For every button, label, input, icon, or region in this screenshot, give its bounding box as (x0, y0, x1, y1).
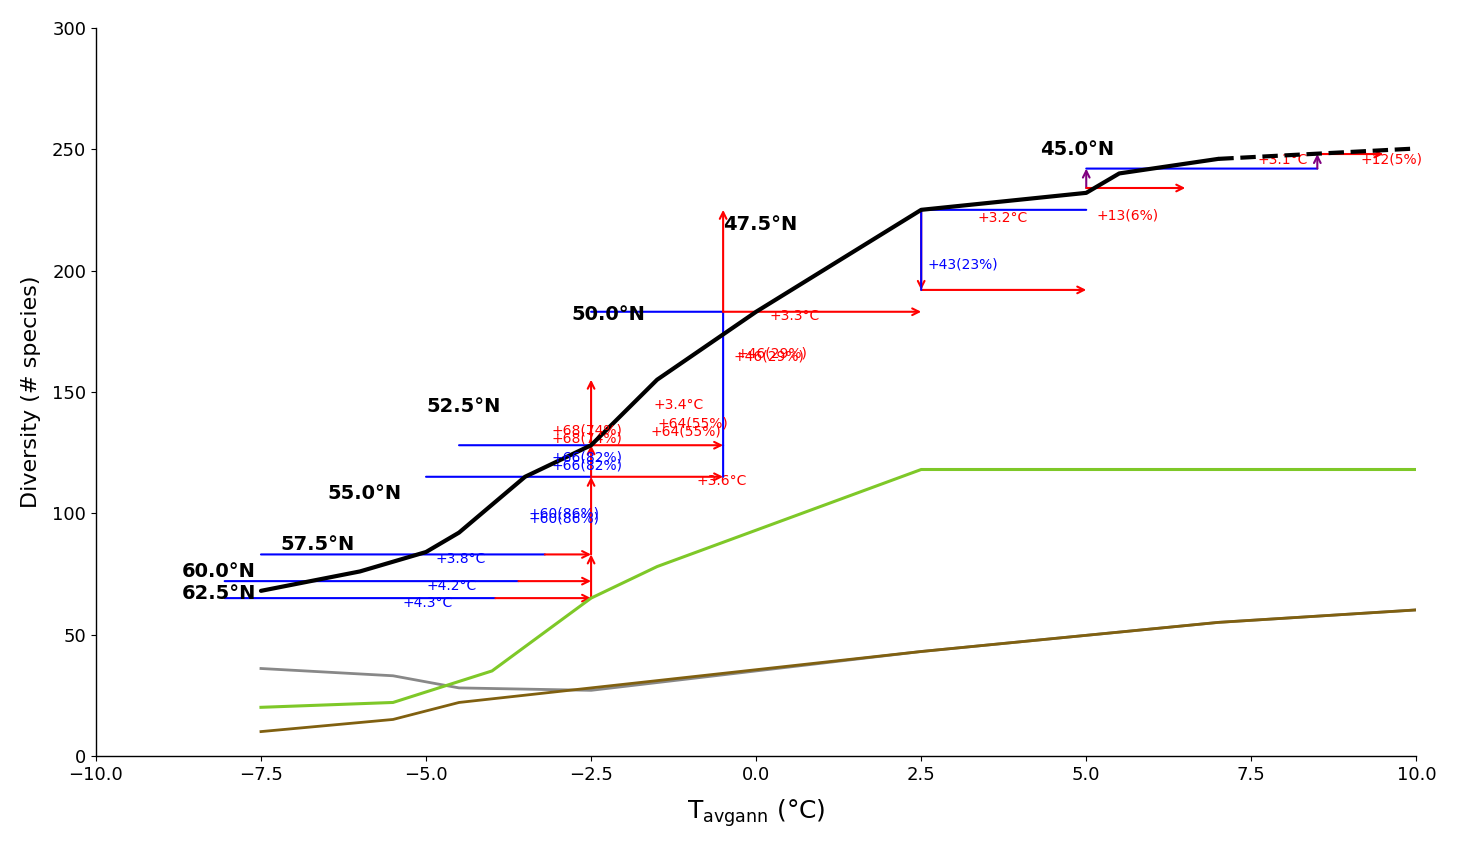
Text: +12(5%): +12(5%) (1361, 153, 1422, 167)
Text: +3.2°C: +3.2°C (978, 211, 1027, 225)
Text: +64(55%): +64(55%) (650, 424, 721, 439)
Text: +43(23%): +43(23%) (928, 257, 998, 271)
Text: +46(29%): +46(29%) (733, 349, 804, 363)
Text: +60(86%): +60(86%) (529, 512, 599, 526)
Text: 50.0°N: 50.0°N (571, 305, 645, 324)
Text: +68(74%): +68(74%) (551, 432, 622, 445)
Text: 62.5°N: 62.5°N (182, 584, 256, 603)
Text: +3.4°C: +3.4°C (654, 398, 704, 412)
Text: +3.3°C: +3.3°C (769, 309, 820, 323)
Text: +64(55%): +64(55%) (657, 416, 728, 431)
Text: 45.0°N: 45.0°N (1040, 140, 1115, 159)
Text: 57.5°N: 57.5°N (281, 536, 356, 554)
Text: +46(29%): +46(29%) (736, 346, 807, 360)
X-axis label: T$_{\mathregular{avg ann}}$ (°C): T$_{\mathregular{avg ann}}$ (°C) (686, 797, 826, 829)
Text: +60(86%): +60(86%) (529, 507, 599, 520)
Text: 60.0°N: 60.0°N (182, 562, 255, 581)
Text: +4.3°C: +4.3°C (404, 596, 453, 609)
Text: +13(6%): +13(6%) (1096, 208, 1158, 223)
Y-axis label: Diversity (# species): Diversity (# species) (20, 275, 41, 508)
Text: +4.2°C: +4.2°C (425, 579, 476, 592)
Text: 55.0°N: 55.0°N (326, 484, 401, 503)
Text: 47.5°N: 47.5°N (723, 215, 797, 234)
Text: +3.8°C: +3.8°C (436, 552, 487, 566)
Text: +3.6°C: +3.6°C (696, 474, 747, 488)
Text: +3.1°C: +3.1°C (1257, 153, 1308, 167)
Text: +66(82%): +66(82%) (551, 458, 622, 473)
Text: +68(74%): +68(74%) (551, 424, 622, 438)
Text: 52.5°N: 52.5°N (425, 397, 500, 416)
Text: +66(82%): +66(82%) (551, 450, 622, 465)
